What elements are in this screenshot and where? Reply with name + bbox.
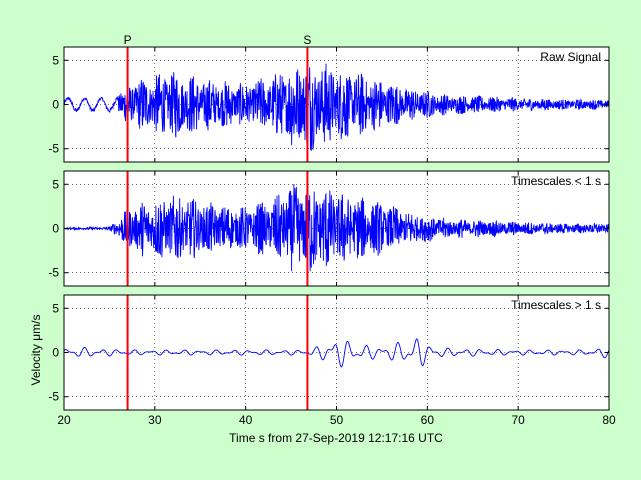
- phase-marker-label: P: [124, 33, 132, 47]
- y-tick-label: 5: [52, 301, 59, 315]
- y-tick-label: -5: [48, 142, 59, 156]
- x-axis-label: Time s from 27-Sep-2019 12:17:16 UTC: [229, 431, 443, 445]
- y-tick-label: 0: [52, 222, 59, 236]
- panel-1: P S -5 0 5 Raw Signal: [48, 33, 610, 163]
- y-tick-label: 5: [52, 177, 59, 191]
- x-tick-label: 70: [511, 413, 525, 427]
- panel-title: Timescales > 1 s: [511, 298, 601, 312]
- x-tick-label: 50: [330, 413, 344, 427]
- y-axis-label: Velocity μm/s: [29, 315, 43, 386]
- x-tick-label: 80: [602, 413, 616, 427]
- panel-3: 20 30 40 50 60 70 80 -5 0 5 Timescales > 1 s: [48, 294, 616, 427]
- y-tick-label: 0: [52, 98, 59, 112]
- phase-marker-label: S: [303, 33, 311, 47]
- x-tick-label: 30: [148, 413, 162, 427]
- signal-trace: [63, 183, 610, 272]
- signal-trace: [63, 63, 610, 151]
- panel-title: Timescales < 1 s: [511, 174, 601, 188]
- x-tick-label: 40: [239, 413, 253, 427]
- y-tick-label: 0: [52, 346, 59, 360]
- y-tick-label: 5: [52, 53, 59, 67]
- x-tick-label: 60: [421, 413, 435, 427]
- y-tick-label: -5: [48, 266, 59, 280]
- panels: P S -5 0 5 Raw Signal -5 0 5 Timescales < 1 s 20 30…: [48, 33, 616, 427]
- panel-2: -5 0 5 Timescales < 1 s: [48, 170, 610, 287]
- x-tick-label: 20: [57, 413, 71, 427]
- signal-trace: [63, 338, 610, 368]
- y-tick-label: -5: [48, 390, 59, 404]
- panel-title: Raw Signal: [540, 50, 601, 64]
